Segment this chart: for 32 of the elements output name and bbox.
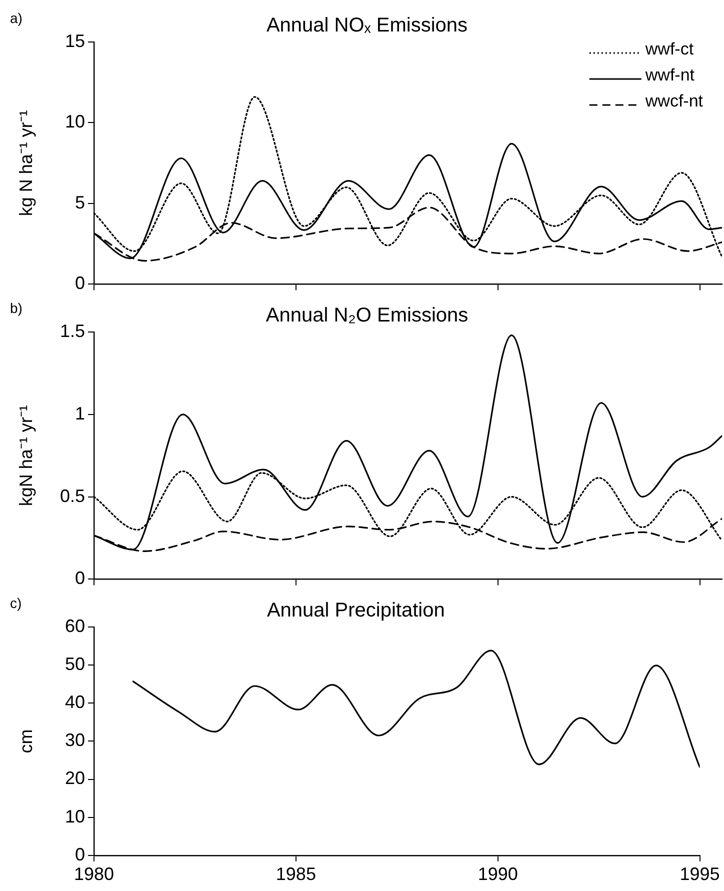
y-tick-label: 1.5: [60, 320, 85, 341]
y-tick-label: 1: [74, 403, 85, 424]
y-axis-title: kgN ha⁻¹ yr⁻¹: [16, 405, 36, 506]
chart-title: Annual Precipitation: [266, 600, 445, 622]
y-tick-label: 0.5: [60, 486, 85, 506]
legend-label: wwf-ct: [644, 40, 694, 59]
y-tick-label: 50: [64, 654, 85, 674]
x-tick-label: 1980: [74, 864, 114, 884]
legend-label: wwf-nt: [644, 66, 695, 85]
y-tick-label: 10: [64, 806, 85, 826]
x-tick-label: 1995: [680, 864, 720, 884]
y-tick-label: 40: [64, 692, 85, 712]
y-tick-label: 30: [64, 730, 85, 750]
text: c): [10, 594, 22, 611]
y-tick-label: 0: [74, 844, 85, 864]
chart-title: Annual NOₓ Emissions: [266, 14, 468, 37]
y-tick-label: 15: [64, 30, 85, 51]
chart-title: Annual N₂O Emissions: [266, 304, 468, 327]
text: a): [10, 10, 22, 26]
y-tick-label: 0: [74, 568, 85, 588]
x-tick-label: 1990: [478, 864, 518, 884]
y-tick-label: 5: [74, 192, 85, 212]
x-tick-label: 1985: [276, 864, 316, 884]
legend-label: wwcf-nt: [644, 92, 704, 111]
y-tick-label: 60: [64, 616, 85, 636]
y-tick-label: 10: [64, 112, 85, 132]
text: b): [10, 300, 22, 316]
y-axis-title: cm: [16, 729, 36, 754]
line-series: [132, 650, 700, 768]
y-axis-title: kg N ha⁻¹ yr⁻¹: [16, 110, 36, 216]
y-tick-label: 20: [64, 768, 85, 788]
y-tick-label: 0: [74, 273, 85, 294]
